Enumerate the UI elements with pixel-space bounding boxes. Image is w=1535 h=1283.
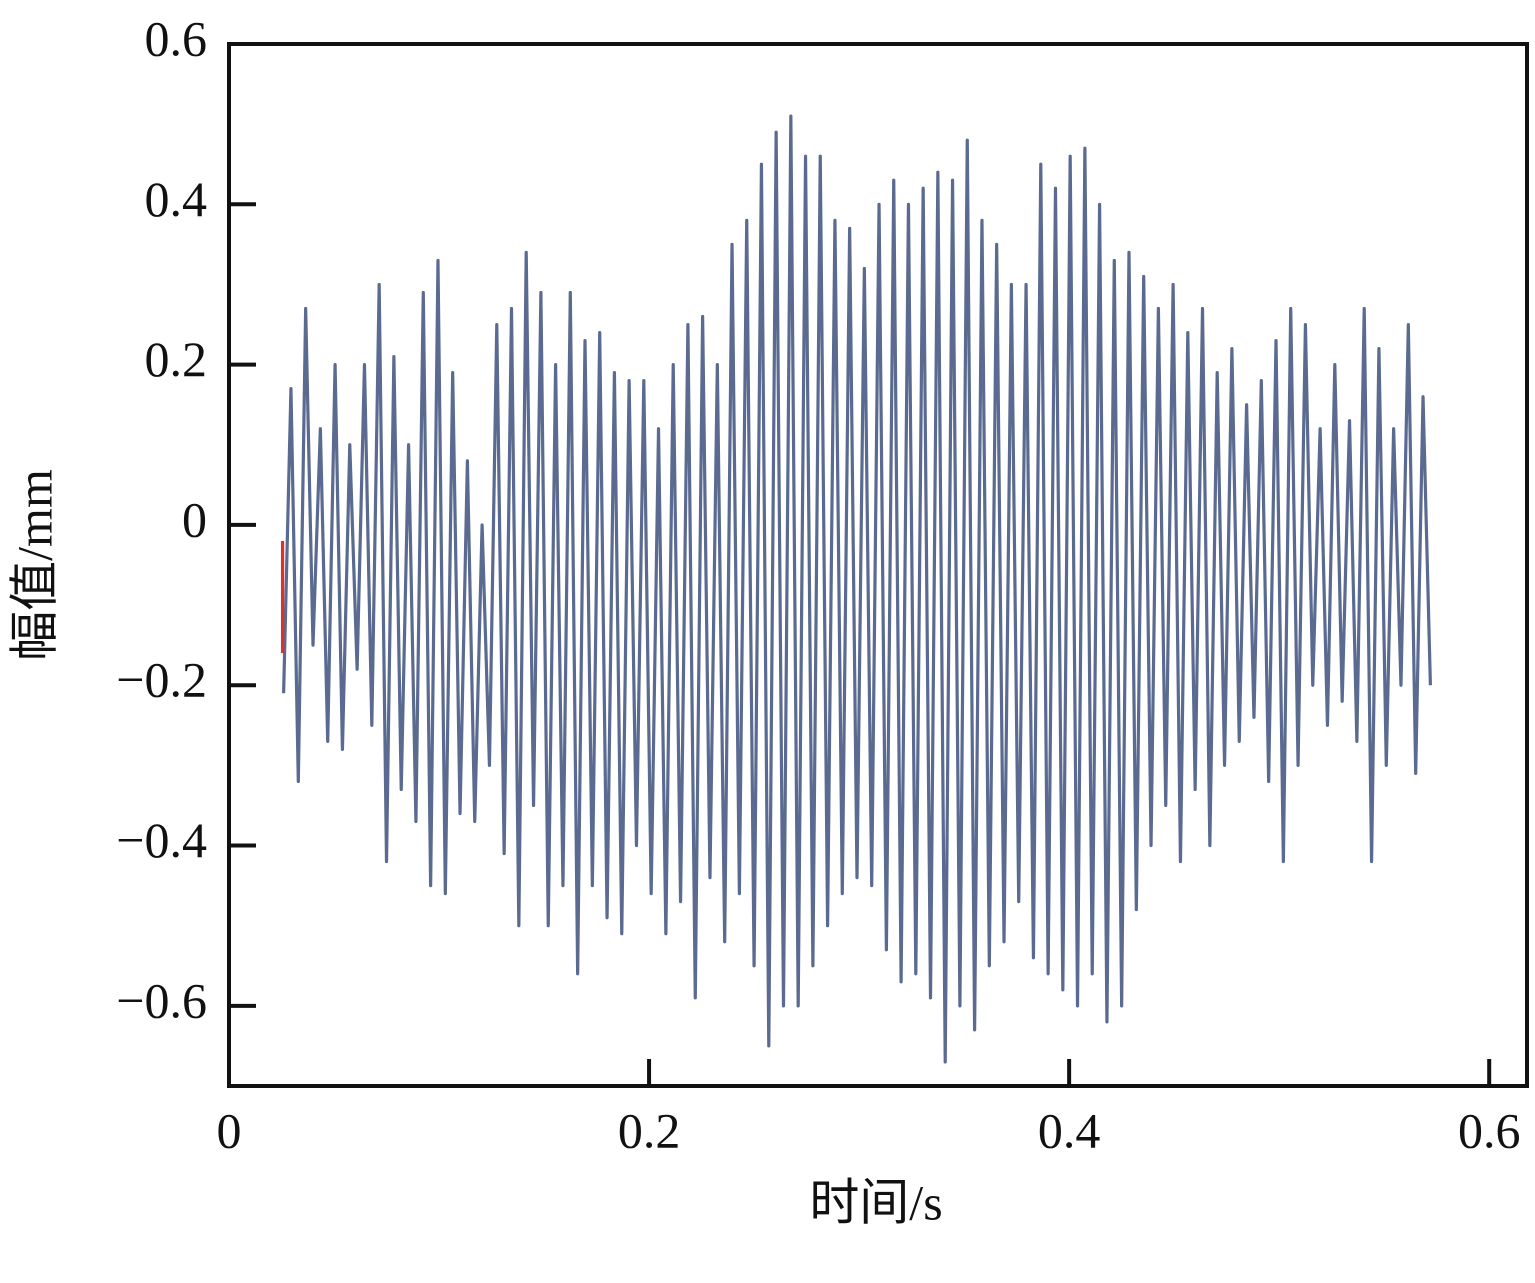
plot-frame	[227, 42, 1529, 1088]
y-tick-label: −0.4	[116, 812, 207, 868]
y-tick-label: 0.2	[145, 331, 208, 387]
x-tick-label: 0	[217, 1102, 242, 1158]
y-tick-label: −0.2	[116, 652, 207, 708]
y-tick-label: −0.6	[116, 972, 207, 1028]
y-tick-label: 0.6	[145, 10, 208, 66]
x-tick-label: 0.2	[618, 1102, 681, 1158]
x-tick-label: 0.6	[1458, 1102, 1521, 1158]
x-axis-label: 时间/s	[809, 1174, 942, 1230]
x-tick-label: 0.4	[1038, 1102, 1101, 1158]
y-tick-label: 0.4	[145, 171, 208, 227]
y-axis-label: 幅值/mm	[6, 469, 62, 661]
series-line	[282, 114, 1432, 1064]
y-tick-label: 0	[182, 491, 207, 547]
